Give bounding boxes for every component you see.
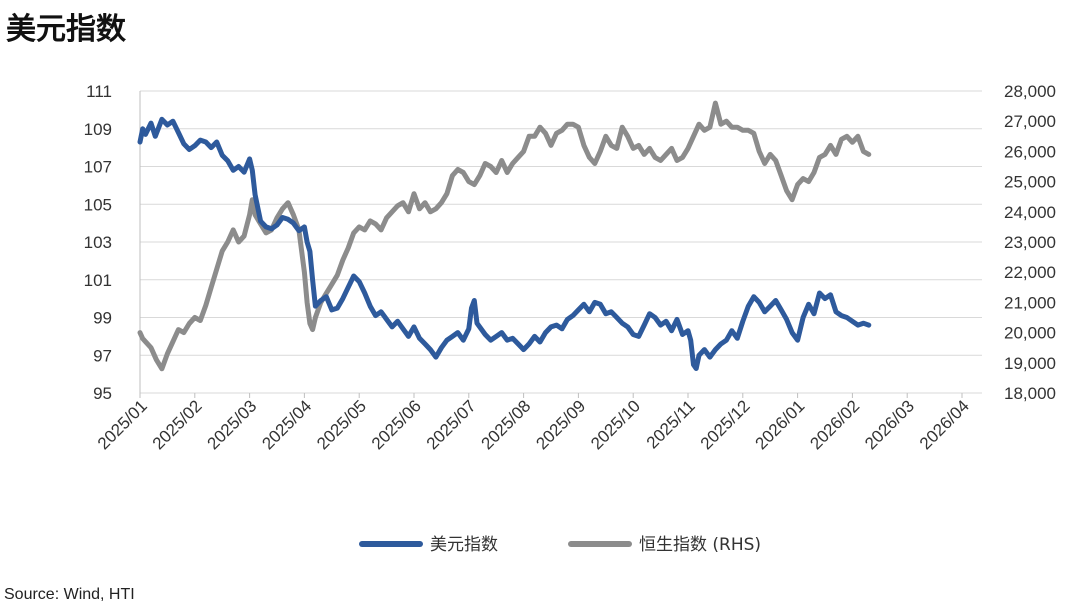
legend-label: 美元指数 <box>430 535 498 555</box>
right-tick-label: 24,000 <box>1004 203 1056 222</box>
right-tick-label: 27,000 <box>1004 112 1056 131</box>
right-tick-label: 25,000 <box>1004 173 1056 192</box>
x-tick-label: 2025/05 <box>313 396 370 453</box>
right-tick-label: 18,000 <box>1004 384 1056 403</box>
series-line-dxy <box>137 116 872 371</box>
x-tick-label: 2026/02 <box>806 396 863 453</box>
right-tick-label: 19,000 <box>1004 354 1056 373</box>
source-note: Source: Wind, HTI <box>4 586 135 603</box>
right-tick-label: 28,000 <box>1004 82 1056 101</box>
legend-item-hsi: 恒生指数 (RHS) <box>568 535 761 555</box>
left-tick-label: 103 <box>84 233 112 252</box>
legend-label: 恒生指数 (RHS) <box>639 535 761 555</box>
x-tick-label: 2025/12 <box>697 396 754 453</box>
x-tick-label: 2026/04 <box>916 396 973 453</box>
left-tick-label: 95 <box>93 384 112 403</box>
x-tick-label: 2025/03 <box>204 396 261 453</box>
left-tick-label: 97 <box>93 346 112 365</box>
right-tick-label: 26,000 <box>1004 142 1056 161</box>
left-tick-label: 99 <box>93 309 112 328</box>
x-tick-label: 2026/01 <box>752 396 809 453</box>
left-axis: 111 109 107 105 103 101 99 97 95 <box>84 82 112 403</box>
left-tick-label: 107 <box>84 158 112 177</box>
chart-title: 美元指数 <box>6 12 126 47</box>
x-tick-label: 2025/06 <box>368 396 425 453</box>
left-tick-label: 109 <box>84 120 112 139</box>
x-tick-label: 2025/09 <box>532 396 589 453</box>
series-layer <box>137 100 872 372</box>
right-axis: 28,000 27,000 26,000 25,000 24,000 23,000 22,0… <box>1004 82 1056 403</box>
x-tick-label: 2025/02 <box>149 396 206 453</box>
x-tick-label: 2025/04 <box>258 396 315 453</box>
x-tick-label: 2025/07 <box>423 396 480 453</box>
right-tick-label: 21,000 <box>1004 293 1056 312</box>
x-tick-label: 2025/01 <box>94 396 151 453</box>
x-tick-label: 2025/10 <box>587 396 644 453</box>
series-line-hsi <box>137 100 872 372</box>
legend: 美元指数 恒生指数 (RHS) <box>359 535 761 555</box>
legend-item-dxy: 美元指数 <box>359 535 498 555</box>
right-tick-label: 23,000 <box>1004 233 1056 252</box>
left-tick-label: 101 <box>84 271 112 290</box>
right-tick-label: 20,000 <box>1004 324 1056 343</box>
x-tick-label: 2025/08 <box>478 396 535 453</box>
right-tick-label: 22,000 <box>1004 263 1056 282</box>
left-tick-label: 111 <box>86 82 112 101</box>
x-tick-label: 2025/11 <box>643 396 699 452</box>
x-tick-label: 2026/03 <box>861 396 918 453</box>
left-tick-label: 105 <box>84 195 112 214</box>
x-axis: 2025/012025/022025/032025/042025/052025/… <box>94 393 973 453</box>
